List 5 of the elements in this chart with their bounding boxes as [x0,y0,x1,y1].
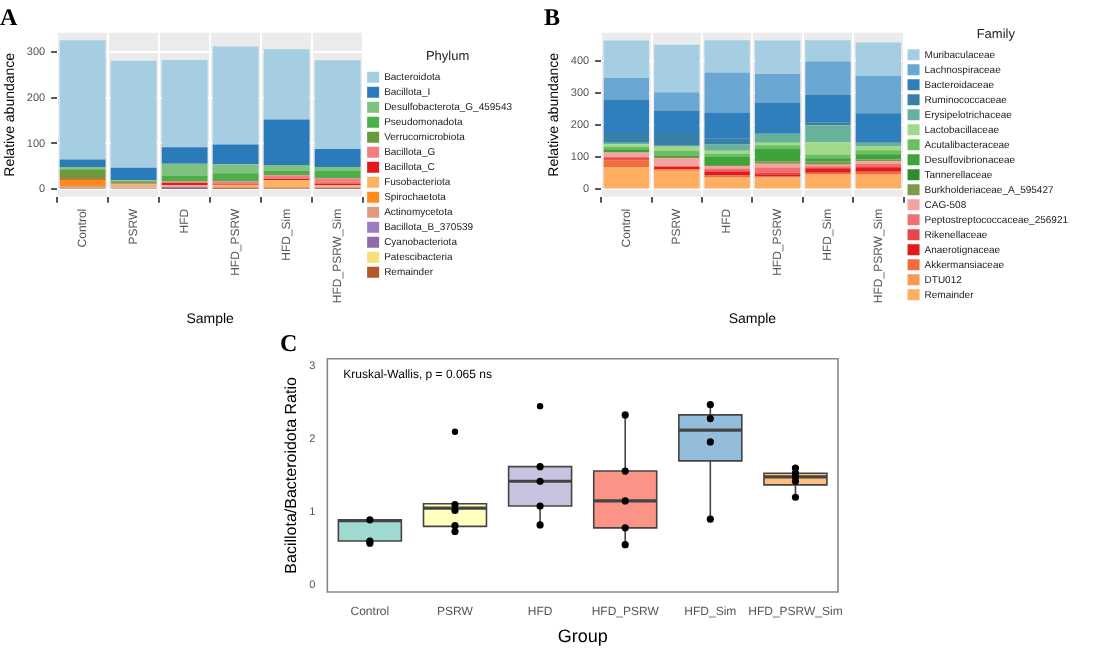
x-axis-title: Group [557,626,608,647]
chart-title: B [544,2,561,31]
chart-title: C [280,328,298,357]
chart-title: A [0,2,18,31]
y-axis-title: Bacillota/Bacteroidota Ratio [282,376,301,574]
